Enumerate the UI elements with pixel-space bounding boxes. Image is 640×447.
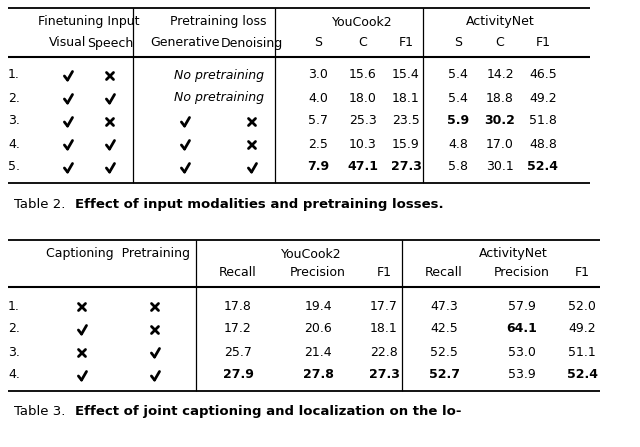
Text: F1: F1 [536, 37, 550, 50]
Text: C: C [495, 37, 504, 50]
Text: C: C [358, 37, 367, 50]
Text: YouCook2: YouCook2 [281, 248, 341, 261]
Text: Table 2.: Table 2. [14, 198, 65, 211]
Text: Effect of joint captioning and localization on the lo-: Effect of joint captioning and localizat… [75, 405, 461, 418]
Text: 64.1: 64.1 [507, 322, 538, 336]
Text: 21.4: 21.4 [304, 346, 332, 358]
Text: 1.: 1. [8, 299, 20, 312]
Text: 10.3: 10.3 [349, 138, 377, 151]
Text: 2.: 2. [8, 322, 20, 336]
Text: 23.5: 23.5 [392, 114, 420, 127]
Text: 51.1: 51.1 [568, 346, 596, 358]
Text: 7.9: 7.9 [307, 160, 329, 173]
Text: 4.8: 4.8 [448, 138, 468, 151]
Text: 47.3: 47.3 [430, 299, 458, 312]
Text: 17.8: 17.8 [224, 299, 252, 312]
Text: Recall: Recall [425, 266, 463, 279]
Text: 27.8: 27.8 [303, 368, 333, 381]
Text: 3.: 3. [8, 114, 20, 127]
Text: 20.6: 20.6 [304, 322, 332, 336]
Text: 30.1: 30.1 [486, 160, 514, 173]
Text: 53.0: 53.0 [508, 346, 536, 358]
Text: F1: F1 [376, 266, 392, 279]
Text: 4.0: 4.0 [308, 92, 328, 105]
Text: 15.4: 15.4 [392, 68, 420, 81]
Text: Pretraining loss: Pretraining loss [170, 16, 267, 29]
Text: 19.4: 19.4 [304, 299, 332, 312]
Text: 5.7: 5.7 [308, 114, 328, 127]
Text: 52.5: 52.5 [430, 346, 458, 358]
Text: 27.3: 27.3 [390, 160, 421, 173]
Text: S: S [314, 37, 322, 50]
Text: 52.7: 52.7 [429, 368, 460, 381]
Text: 18.8: 18.8 [486, 92, 514, 105]
Text: 4.: 4. [8, 368, 20, 381]
Text: No pretraining: No pretraining [173, 68, 264, 81]
Text: 4.: 4. [8, 138, 20, 151]
Text: 2.5: 2.5 [308, 138, 328, 151]
Text: 25.3: 25.3 [349, 114, 377, 127]
Text: 47.1: 47.1 [348, 160, 378, 173]
Text: Effect of input modalities and pretraining losses.: Effect of input modalities and pretraini… [75, 198, 444, 211]
Text: 15.9: 15.9 [392, 138, 420, 151]
Text: 22.8: 22.8 [370, 346, 398, 358]
Text: Generative: Generative [150, 37, 220, 50]
Text: 53.9: 53.9 [508, 368, 536, 381]
Text: 17.2: 17.2 [224, 322, 252, 336]
Text: 52.4: 52.4 [566, 368, 598, 381]
Text: 3.: 3. [8, 346, 20, 358]
Text: 3.0: 3.0 [308, 68, 328, 81]
Text: 1.: 1. [8, 68, 20, 81]
Text: 57.9: 57.9 [508, 299, 536, 312]
Text: 2.: 2. [8, 92, 20, 105]
Text: Recall: Recall [219, 266, 257, 279]
Text: 5.4: 5.4 [448, 68, 468, 81]
Text: 18.1: 18.1 [370, 322, 398, 336]
Text: 52.4: 52.4 [527, 160, 559, 173]
Text: 52.0: 52.0 [568, 299, 596, 312]
Text: 48.8: 48.8 [529, 138, 557, 151]
Text: S: S [454, 37, 462, 50]
Text: 27.3: 27.3 [369, 368, 399, 381]
Text: 14.2: 14.2 [486, 68, 514, 81]
Text: F1: F1 [575, 266, 589, 279]
Text: ActivityNet: ActivityNet [479, 248, 547, 261]
Text: 17.7: 17.7 [370, 299, 398, 312]
Text: 49.2: 49.2 [529, 92, 557, 105]
Text: 27.9: 27.9 [223, 368, 253, 381]
Text: Captioning  Pretraining: Captioning Pretraining [47, 248, 191, 261]
Text: YouCook2: YouCook2 [332, 16, 392, 29]
Text: 17.0: 17.0 [486, 138, 514, 151]
Text: Table 3.: Table 3. [14, 405, 65, 418]
Text: Precision: Precision [290, 266, 346, 279]
Text: Denoising: Denoising [221, 37, 283, 50]
Text: No pretraining: No pretraining [173, 92, 264, 105]
Text: 30.2: 30.2 [484, 114, 515, 127]
Text: 5.8: 5.8 [448, 160, 468, 173]
Text: 5.9: 5.9 [447, 114, 469, 127]
Text: 15.6: 15.6 [349, 68, 377, 81]
Text: 42.5: 42.5 [430, 322, 458, 336]
Text: Visual: Visual [49, 37, 86, 50]
Text: 5.4: 5.4 [448, 92, 468, 105]
Text: F1: F1 [399, 37, 413, 50]
Text: 49.2: 49.2 [568, 322, 596, 336]
Text: 46.5: 46.5 [529, 68, 557, 81]
Text: 18.0: 18.0 [349, 92, 377, 105]
Text: ActivityNet: ActivityNet [466, 16, 535, 29]
Text: 5.: 5. [8, 160, 20, 173]
Text: 51.8: 51.8 [529, 114, 557, 127]
Text: Precision: Precision [494, 266, 550, 279]
Text: Speech: Speech [87, 37, 133, 50]
Text: 25.7: 25.7 [224, 346, 252, 358]
Text: Finetuning Input: Finetuning Input [38, 16, 140, 29]
Text: 18.1: 18.1 [392, 92, 420, 105]
